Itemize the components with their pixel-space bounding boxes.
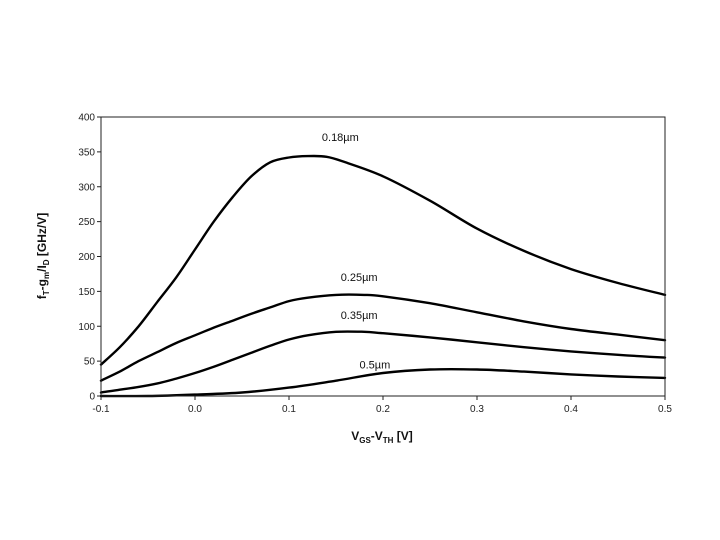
y-axis-ticks: 0 50 100 150 200 250 300 350 400 [78, 113, 101, 403]
y-axis-label-m: m [42, 272, 51, 279]
series-line [99, 293, 667, 382]
x-axis-label-gs: GS [359, 436, 371, 445]
y-axis-label-d: D [42, 259, 51, 265]
y-axis-label-f: f [35, 294, 49, 299]
x-tick-label: 0.3 [470, 404, 484, 415]
y-tick-label: 350 [78, 147, 95, 158]
y-tick-label: 400 [78, 113, 95, 124]
y-axis-label-t: T [42, 290, 51, 295]
series-label: 0.25µm [341, 272, 378, 284]
series-curves [99, 154, 667, 398]
y-tick-label: 0 [89, 392, 95, 403]
y-axis-label-unit: [GHz/V] [35, 213, 49, 260]
series-label: 0.18µm [322, 132, 359, 144]
x-axis-label-unit: [V] [393, 429, 412, 443]
x-axis-label: VGS-VTH [V] [351, 429, 413, 445]
y-axis-label: fT-gm/ID [GHz/V] [35, 213, 51, 299]
series-labels: 0.18µm 0.25µm 0.35µm 0.5µm [322, 132, 390, 372]
x-tick-label: 0.2 [376, 404, 390, 415]
x-tick-label: 0.0 [188, 404, 202, 415]
y-axis-label-dash: -g [35, 279, 49, 290]
x-tick-label: 0.1 [282, 404, 296, 415]
y-tick-label: 150 [78, 287, 95, 298]
x-axis-label-v1: V [351, 429, 359, 443]
x-axis-ticks: -0.1 0.0 0.1 0.2 0.3 0.4 0.5 [92, 396, 672, 415]
x-tick-label: -0.1 [92, 404, 110, 415]
y-tick-label: 300 [78, 182, 95, 193]
series-label: 0.5µm [360, 360, 391, 372]
y-tick-label: 50 [84, 357, 96, 368]
y-tick-label: 250 [78, 217, 95, 228]
x-tick-label: 0.4 [564, 404, 578, 415]
series-line [99, 154, 667, 366]
series-line [99, 367, 667, 398]
y-tick-label: 100 [78, 322, 95, 333]
x-axis-label-mid: -V [371, 429, 383, 443]
y-tick-label: 200 [78, 252, 95, 263]
series-label: 0.35µm [341, 310, 378, 322]
plot-frame [100, 116, 666, 397]
x-tick-label: 0.5 [658, 404, 672, 415]
series-line [99, 330, 667, 394]
y-axis-label-sep: /I [35, 265, 49, 272]
x-axis-label-th: TH [383, 436, 394, 445]
